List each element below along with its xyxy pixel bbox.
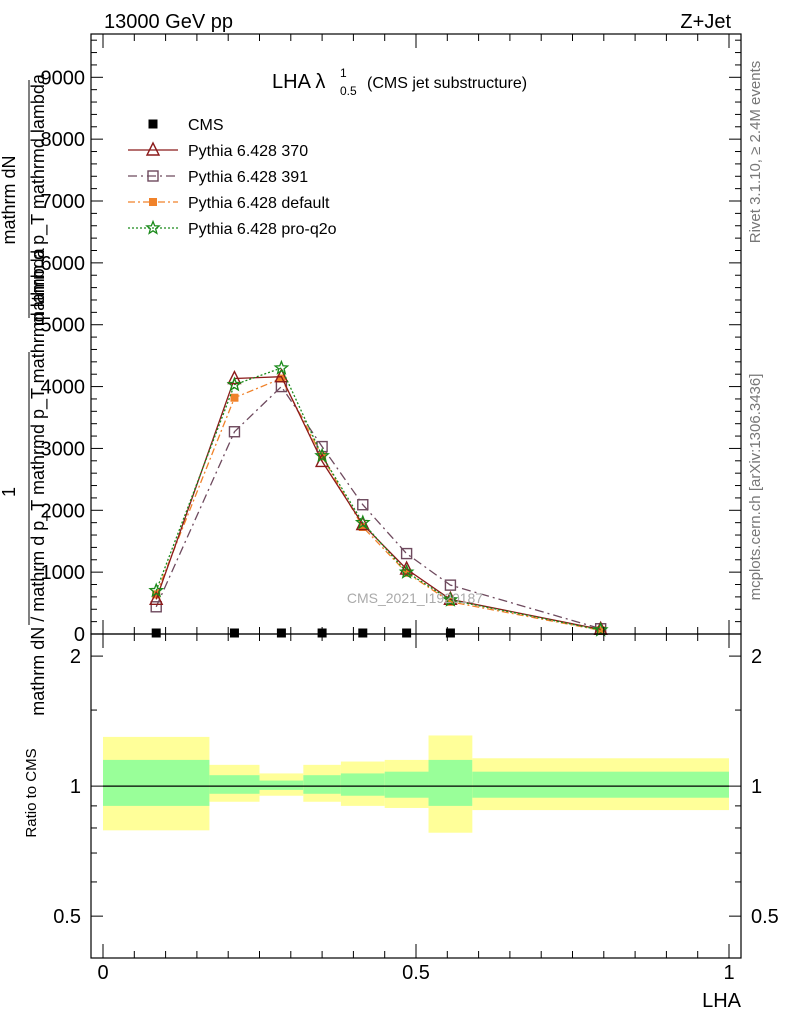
main-series-layer [148,359,609,638]
series-point-pq2o [314,447,330,463]
series-line-pq2o [155,367,601,631]
legend-label-p370: Pythia 6.428 370 [188,143,308,160]
legend-marker-pdefault [149,198,157,206]
series-point-pq2o [592,621,609,637]
series-point-p370 [274,368,289,383]
ratio-band-inner [340,773,385,796]
y-tick-label: 2000 [41,500,86,522]
y-tick-label: 7000 [41,191,86,213]
title-main: LHA λ [272,71,325,93]
ratio-tick-label-right: 0.5 [751,906,779,928]
x-tick-label: 1 [723,962,734,984]
series-point-pq2o [442,591,459,607]
series-point-cms [276,628,286,638]
series-line-p370 [155,376,601,631]
series-point-p370 [399,560,414,575]
series-point-p391 [228,426,241,438]
legend-marker-p391 [147,170,159,182]
series-point-cms [445,628,455,638]
header-right: Z+Jet [680,11,731,33]
series-point-p370 [227,369,242,385]
ratio-band-inner [384,771,429,798]
header-left: 13000 GeV pp [104,11,233,33]
ylabel-second: mathrm dN / mathrm d p_T mathrmd p_T mat… [28,247,49,715]
legend: CMS Pythia 6.428 370 Pythia 6.428 391 Pythi… [128,117,337,238]
y-tick-label: 8000 [41,129,86,151]
ylabel-denominator: mathrm d p_T mathrmd lambda [28,73,49,326]
series-line-pdefault [155,377,601,631]
series-point-cms [402,628,412,638]
legend-item-pq2o: Pythia 6.428 pro-q2o [128,219,337,238]
legend-label-p391: Pythia 6.428 391 [188,169,308,186]
y-tick-label: 5000 [41,315,86,337]
x-tick-label: 0.5 [402,962,430,984]
mcplots-credit-text: mcplots.cern.ch [arXiv:1306.3436] [747,374,764,601]
y-tick-label: 0 [74,624,85,646]
series-point-p391 [150,601,162,613]
x-axis-label: LHA [702,990,742,1012]
ratio-ylabel: Ratio to CMS [23,748,40,837]
series-point-pq2o [354,514,371,530]
legend-label-cms: CMS [188,117,224,134]
legend-item-pdefault: Pythia 6.428 default [128,195,330,212]
legend-item-p391: Pythia 6.428 391 [128,169,308,186]
legend-marker-cms [148,119,158,129]
ratio-tick-label-right: 2 [751,646,762,668]
legend-item-p370: Pythia 6.428 370 [128,141,308,160]
chart-title: LHA λ 1 0.5 (CMS jet substructure) [272,66,527,98]
series-point-cms [229,628,239,638]
y-tick-label: 4000 [41,377,86,399]
ratio-tick-label-left: 0.5 [53,906,81,928]
ratio-tick-label-left: 1 [70,776,81,798]
series-line-p391 [155,385,601,630]
main-x-ticks [102,34,730,634]
title-suffix: (CMS jet substructure) [367,75,527,92]
ratio-tick-label-right: 1 [751,776,762,798]
y-axis-label: mathrm dN mathrm d p_T mathrmd lambda 1 … [0,73,49,716]
series-point-p391 [357,499,369,511]
series-point-pq2o [273,359,290,375]
title-subscript: 0.5 [340,84,357,98]
y-tick-label: 6000 [41,253,86,275]
main-panel: 0 1000 2000 3000 4000 5000 6000 7000 8000 9000 LH… [0,33,742,716]
legend-marker-pq2o [145,219,161,235]
legend-label-pdefault: Pythia 6.428 default [188,195,330,212]
series-point-pq2o [398,563,415,579]
legend-label-pq2o: Pythia 6.428 pro-q2o [188,221,337,238]
rivet-version-text: Rivet 3.1.10, ≥ 2.4M events [747,61,764,244]
x-tick-label: 0 [97,962,108,984]
series-point-pdefault [230,393,239,402]
ratio-band-inner [472,771,729,798]
series-point-pq2o [226,376,243,392]
title-superscript: 1 [340,66,347,80]
ratio-bands-layer [103,735,729,833]
y-tick-label: 3000 [41,438,86,460]
series-point-pq2o [148,582,165,598]
y-tick-label: 1000 [41,562,86,584]
series-point-p391 [400,547,413,560]
ratio-tick-label-left: 2 [70,646,81,668]
series-point-p391 [444,579,457,591]
ylabel-one: 1 [0,487,19,497]
ratio-y-axis: 0.5 0.5 1 1 2 2 [53,646,779,928]
series-point-cms [151,628,161,638]
series-point-cms [358,628,368,638]
main-y-axis: 0 1000 2000 3000 4000 5000 6000 7000 8000 9000 [41,39,741,646]
series-point-p370 [149,590,164,606]
ratio-band-inner [259,780,304,790]
ratio-band-inner [303,775,341,794]
ratio-band-inner [209,775,260,794]
ratio-band-inner [428,759,473,806]
ratio-panel: 0.5 0.51 12 2 0 0.5 1 Ratio to CMS LHA [23,633,779,1012]
ratio-x-axis: 0 0.5 1 [97,634,735,984]
analysis-watermark: CMS_2021_I1920187 [347,590,483,606]
legend-item-cms: CMS [148,117,224,134]
y-tick-label: 9000 [41,67,86,89]
ratio-band-inner [103,759,210,806]
legend-marker-p370 [145,141,161,156]
ylabel-numerator: mathrm dN [0,155,19,244]
